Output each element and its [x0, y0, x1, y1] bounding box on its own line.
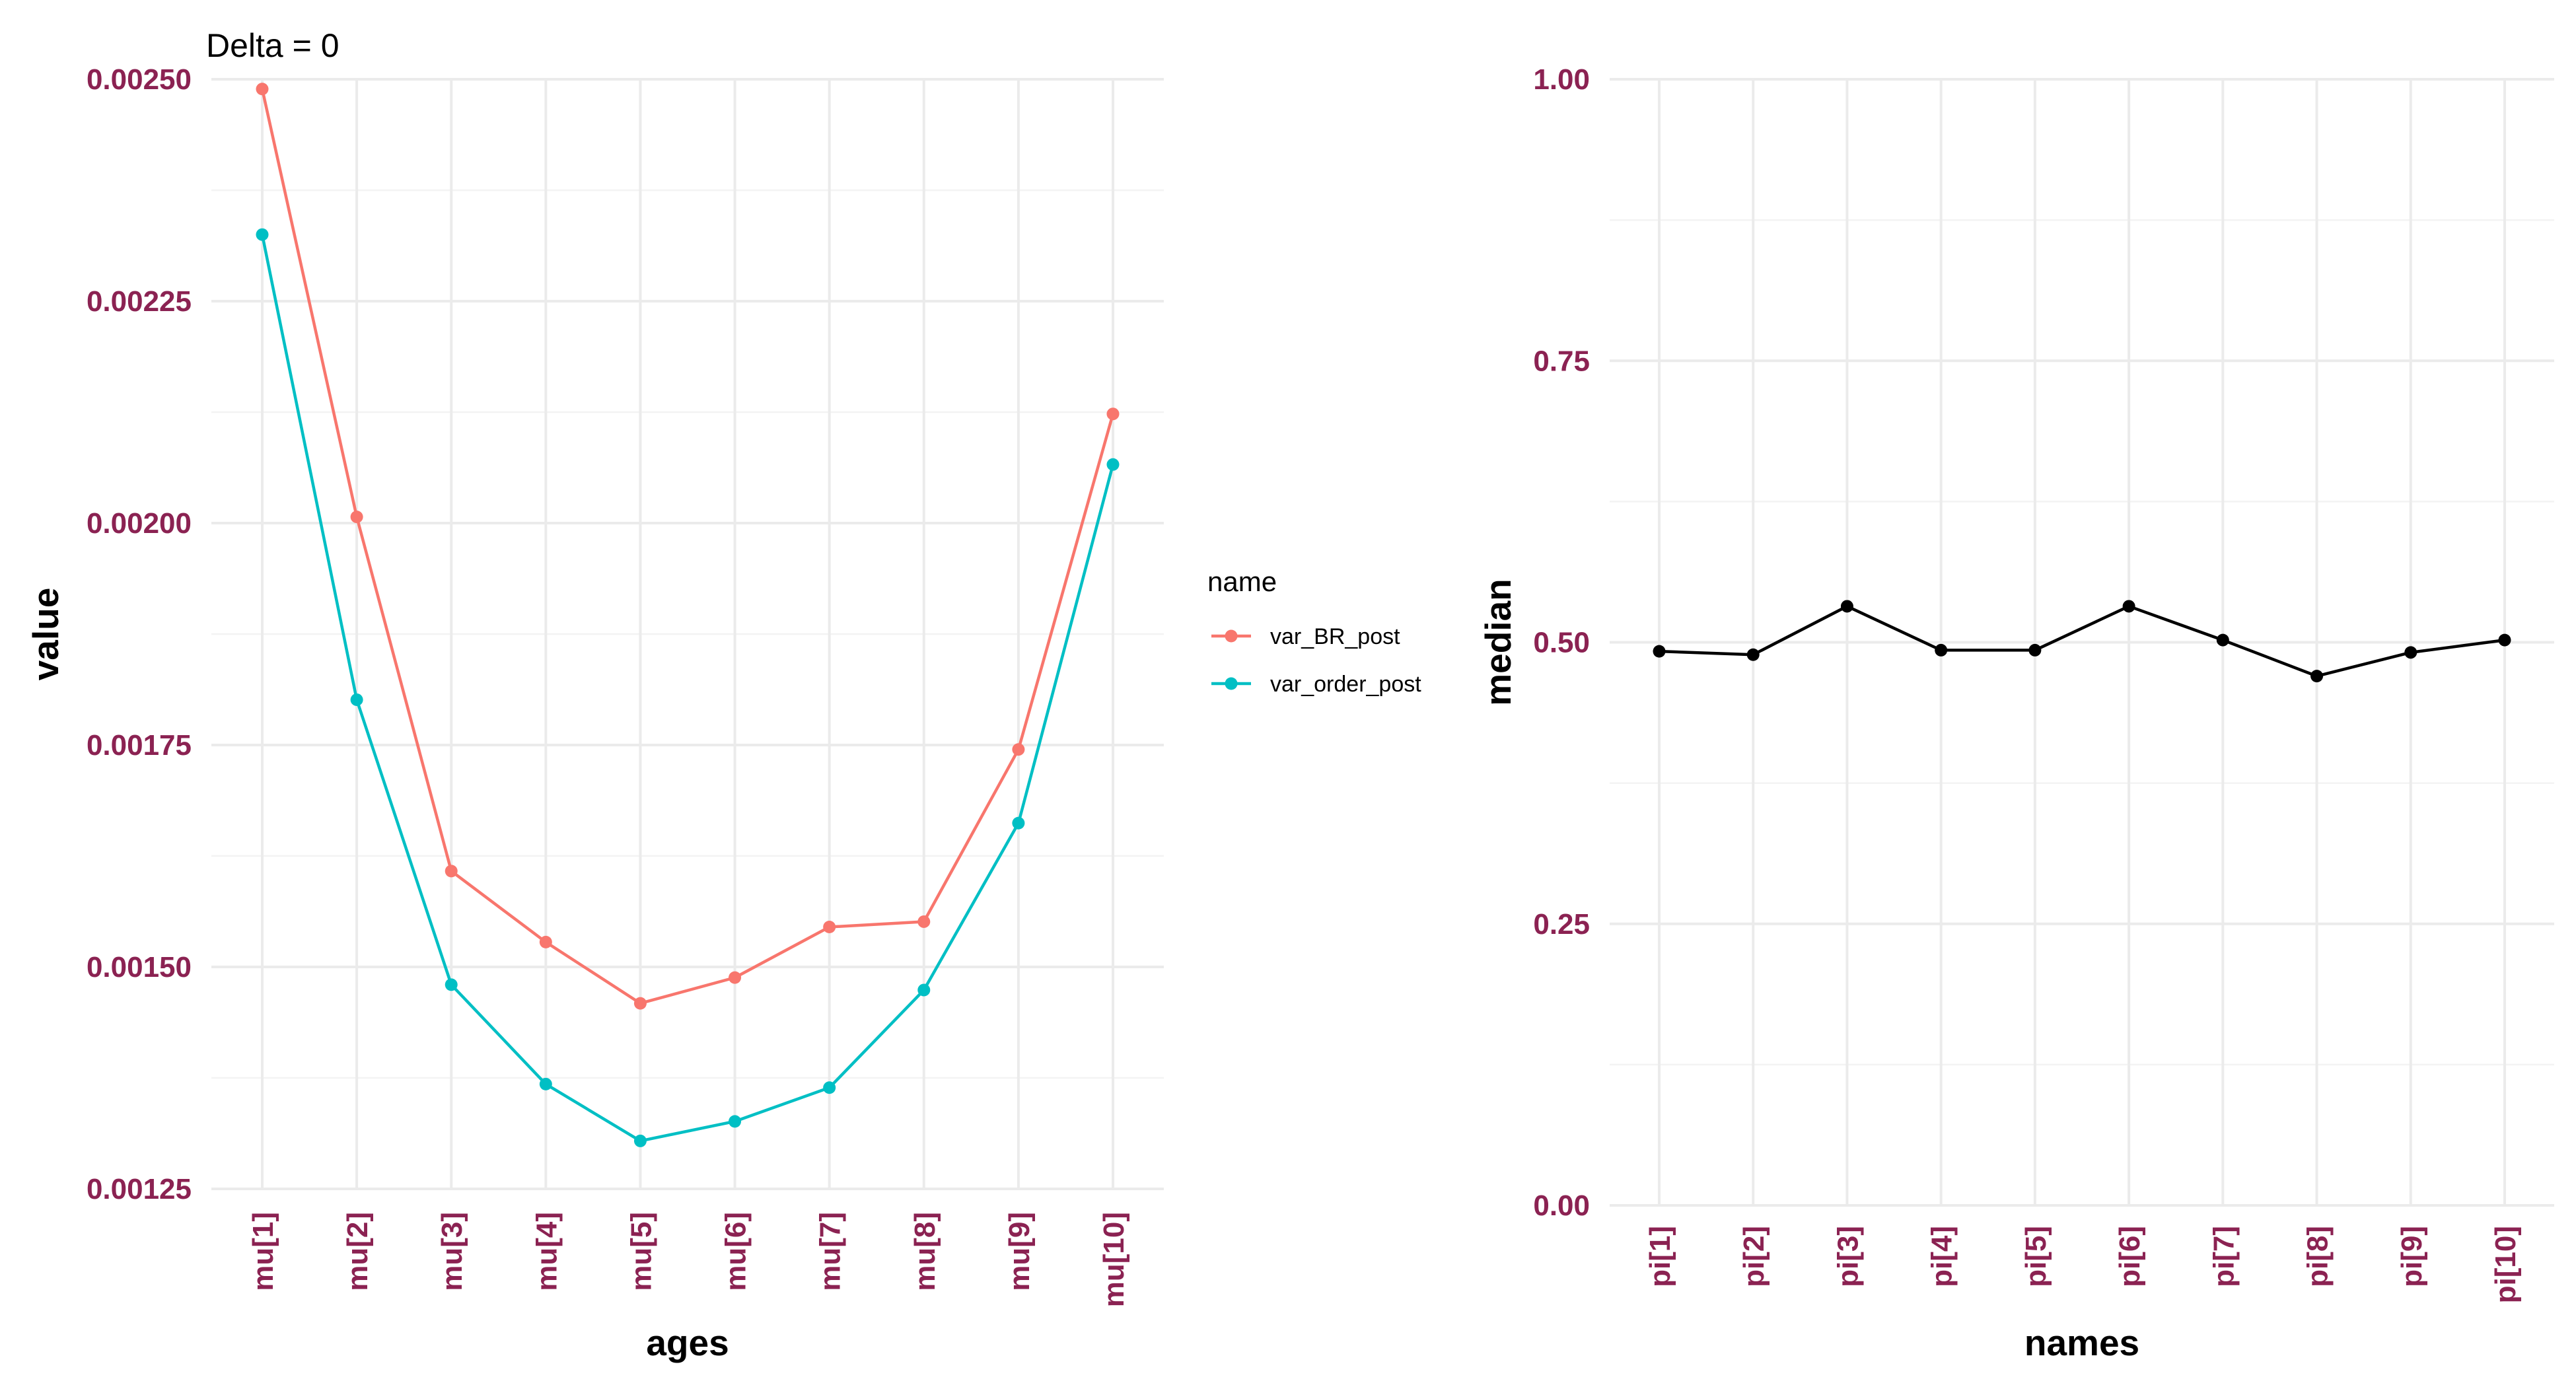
- chart-1-var-br-post-point: [633, 997, 647, 1010]
- chart-1-x-tick-label: mu[3]: [436, 1212, 468, 1291]
- chart-1-y-tick-label: 0.00175: [87, 729, 192, 762]
- chart-1-y-tick-label: 0.00200: [87, 507, 192, 540]
- chart-2-y-axis-title: median: [1478, 579, 1519, 706]
- chart-1-x-tick-label: mu[5]: [625, 1212, 657, 1291]
- chart-2-median-point: [1935, 643, 1948, 657]
- chart-1-var-order-post-point: [917, 983, 931, 997]
- chart-1-var-br-post-point: [917, 915, 931, 928]
- legend-label-var-br-post: var_BR_post: [1270, 624, 1400, 649]
- chart-2-y-tick-label: 0.00: [1533, 1190, 1590, 1222]
- chart-1-var-br-post-point: [729, 971, 742, 984]
- chart-1-var-br-post-point: [1012, 743, 1025, 756]
- chart-1-y-tick-label: 0.00250: [87, 63, 192, 96]
- chart-2-median-line: [1659, 604, 2505, 678]
- chart-2-x-tick-label: pi[10]: [2489, 1226, 2522, 1303]
- chart-2-median-point: [1840, 600, 1853, 613]
- chart-2-median-point: [1746, 648, 1760, 661]
- left-chart-panel: 0.00125 0.00150 0.00175 0.00200 0.00225 0.002…: [25, 27, 1421, 1363]
- chart-1-x-tick-label: mu[1]: [247, 1212, 279, 1291]
- chart-1-x-tick-label: mu[9]: [1003, 1212, 1036, 1291]
- chart-2-x-tick-label: pi[6]: [2114, 1226, 2146, 1287]
- chart-1-title: Delta = 0: [206, 27, 340, 64]
- chart-1-legend-title: name: [1207, 566, 1277, 597]
- chart-2-x-tick-label: pi[8]: [2302, 1226, 2334, 1287]
- chart-2-x-tick-label: pi[1]: [1644, 1226, 1676, 1287]
- chart-2-y-tick-label: 0.50: [1533, 627, 1590, 659]
- chart-1-var-order-post-point: [445, 978, 458, 991]
- chart-2-median-point: [2216, 633, 2229, 647]
- chart-1-var-order-post-point: [1012, 816, 1025, 830]
- chart-2-median-point: [2122, 600, 2135, 613]
- chart-1-y-axis-title: value: [25, 588, 66, 681]
- chart-2-y-tick-label: 0.75: [1533, 345, 1590, 377]
- chart-2-y-tick-label: 0.25: [1533, 908, 1590, 941]
- legend-key-var-order-post: var_order_post: [1211, 672, 1421, 697]
- chart-2-x-tick-label: pi[2]: [1738, 1226, 1770, 1287]
- chart-1-var-order-post-point: [729, 1115, 742, 1128]
- chart-1-var-order-post-point: [256, 228, 269, 241]
- chart-2-y-tick-label: 1.00: [1533, 63, 1590, 96]
- chart-2-x-tick-label: pi[5]: [2020, 1226, 2052, 1287]
- legend-swatch-point: [1225, 629, 1238, 643]
- chart-1-x-tick-label: mu[6]: [720, 1212, 752, 1291]
- chart-1-var-order-post-point: [1106, 458, 1120, 471]
- chart-1-y-tick-label: 0.00125: [87, 1173, 192, 1205]
- legend-swatch-point: [1225, 677, 1238, 690]
- chart-1-x-tick-label: mu[4]: [530, 1212, 563, 1291]
- chart-1-var-br-post-point: [256, 83, 269, 96]
- chart-1-var-order-post-point: [633, 1134, 647, 1147]
- chart-1-x-tick-label: mu[8]: [909, 1212, 941, 1291]
- chart-1-var-br-post-point: [539, 935, 552, 948]
- chart-1-var-br-post-line: [260, 89, 1115, 1005]
- chart-1-var-br-post-point: [823, 921, 836, 934]
- chart-2-median-point: [2498, 633, 2511, 647]
- chart-2-x-tick-label: pi[3]: [1832, 1226, 1864, 1287]
- legend-label-var-order-post: var_order_post: [1270, 672, 1421, 697]
- chart-2-x-tick-label: pi[9]: [2396, 1226, 2428, 1287]
- chart-1-var-br-post-point: [350, 511, 363, 524]
- chart-1-var-br-post-point: [445, 865, 458, 878]
- chart-1-y-tick-label: 0.00150: [87, 951, 192, 983]
- chart-1-x-tick-label: mu[10]: [1098, 1212, 1130, 1307]
- chart-1-var-order-post-line: [260, 234, 1115, 1143]
- right-chart-panel: 0.00 0.25 0.50 0.75 1.00 pi[1] pi[2] pi[3] pi[4]…: [1478, 63, 2554, 1363]
- chart-1-var-order-post-point: [823, 1081, 836, 1094]
- chart-1-var-br-post-point: [1106, 408, 1120, 421]
- chart-1-x-tick-label: mu[2]: [341, 1212, 374, 1291]
- chart-1-x-axis-title: ages: [646, 1322, 729, 1363]
- chart-2-median-point: [1653, 645, 1666, 658]
- chart-2-median-point: [2028, 643, 2042, 657]
- chart-1-x-tick-label: mu[7]: [814, 1212, 847, 1291]
- chart-2-median-point: [2404, 646, 2417, 659]
- chart-2-x-tick-label: pi[7]: [2207, 1226, 2240, 1287]
- chart-1-var-order-post-point: [539, 1077, 552, 1090]
- chart-1-var-order-post-point: [350, 693, 363, 706]
- legend-key-var-br-post: var_BR_post: [1211, 624, 1400, 649]
- chart-2-median-point: [2310, 670, 2324, 683]
- chart-2-x-axis-title: names: [2024, 1322, 2139, 1363]
- chart-2-x-tick-label: pi[4]: [1926, 1226, 1958, 1287]
- chart-1-y-tick-label: 0.00225: [87, 285, 192, 318]
